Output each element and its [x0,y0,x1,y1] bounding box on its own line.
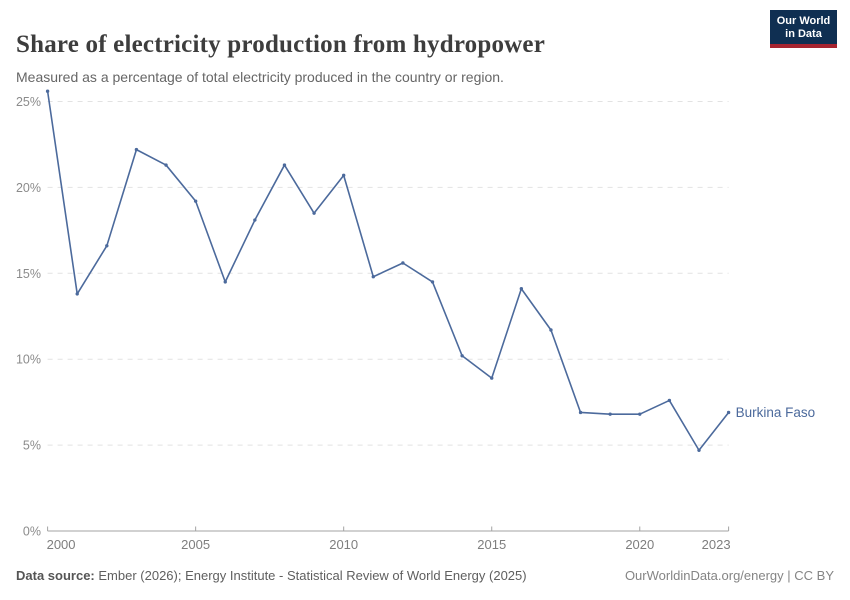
x-axis-tick-label: 2000 [47,537,76,552]
data-source-text: Ember (2026); Energy Institute - Statist… [98,568,527,583]
y-axis-tick-label: 20% [16,181,41,195]
data-source: Data source: Ember (2026); Energy Instit… [16,568,527,583]
data-point[interactable] [341,173,346,178]
owid-logo: Our World in Data [770,10,837,48]
data-point[interactable] [667,398,672,403]
data-point[interactable] [519,287,524,291]
data-point[interactable] [430,280,435,284]
data-point[interactable] [75,292,79,296]
data-point[interactable] [578,410,583,415]
owid-logo-line1: Our World [776,15,831,27]
y-axis-tick-label: 5% [23,439,41,453]
chart-subtitle: Measured as a percentage of total electr… [16,69,504,85]
data-point[interactable] [282,163,287,167]
x-axis-tick-label: 2015 [477,537,506,552]
y-axis-tick-label: 15% [16,267,41,281]
entity-label[interactable]: Burkina Faso [736,405,816,420]
data-point[interactable] [697,448,701,452]
y-axis-tick-label: 0% [23,525,41,539]
chart-title: Share of electricity production from hyd… [16,30,546,58]
data-point[interactable] [638,412,642,416]
data-point[interactable] [193,199,198,203]
x-axis-tick-label: 2020 [625,537,654,552]
data-point[interactable] [105,244,109,248]
owid-logo-red-bar [770,44,837,48]
line-chart[interactable]: 0% 5% 10% 15% 20% 25% 2000 2005 2010 2015 2020 2023… [0,85,850,560]
data-line[interactable] [46,90,730,452]
data-point[interactable] [726,410,731,415]
x-axis-tick-label: 2010 [329,537,358,552]
owid-logo-line2: in Data [785,28,822,40]
data-point[interactable] [223,280,227,284]
data-point[interactable] [460,354,464,358]
data-point[interactable] [134,147,139,152]
data-point[interactable] [608,412,612,416]
data-point[interactable] [549,328,553,332]
data-point[interactable] [164,163,168,167]
x-axis-tick-label: 2023 [702,537,731,552]
data-point[interactable] [312,211,316,215]
chart-footer: Data source: Ember (2026); Energy Instit… [16,568,834,583]
data-point[interactable] [253,218,257,222]
data-point[interactable] [45,89,50,93]
data-source-label: Data source: [16,568,95,583]
data-point[interactable] [490,376,494,380]
y-axis-tick-label: 25% [16,95,41,109]
footer-link[interactable]: OurWorldinData.org/energy | CC BY [624,568,834,583]
x-axis-tick-label: 2005 [181,537,210,552]
data-point[interactable] [371,275,375,279]
data-point[interactable] [401,261,405,265]
y-axis-tick-label: 10% [16,353,41,367]
